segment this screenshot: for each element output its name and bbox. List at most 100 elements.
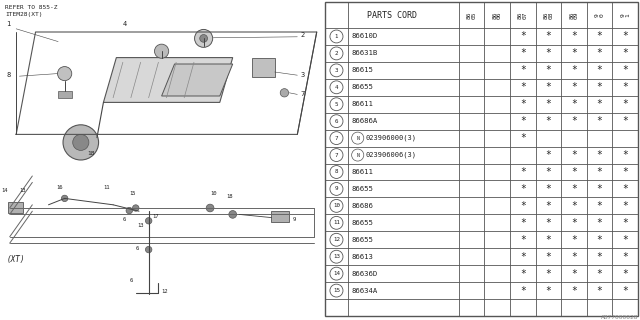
Text: *: *	[545, 184, 552, 194]
Text: 86636D: 86636D	[351, 271, 378, 277]
Circle shape	[200, 35, 207, 42]
Text: *: *	[596, 269, 602, 279]
Text: 10: 10	[210, 191, 216, 196]
Text: *: *	[571, 235, 577, 245]
Text: *: *	[520, 99, 526, 109]
Text: 17: 17	[152, 214, 159, 219]
Text: *: *	[622, 167, 628, 177]
Text: 15: 15	[333, 288, 340, 293]
Text: 14: 14	[333, 271, 340, 276]
Text: 13: 13	[333, 254, 340, 259]
Text: 7: 7	[335, 136, 338, 140]
Text: *: *	[596, 31, 602, 42]
Text: 86655: 86655	[351, 186, 374, 192]
Text: *: *	[596, 65, 602, 75]
Text: 86686: 86686	[351, 203, 374, 209]
Text: *: *	[545, 82, 552, 92]
Circle shape	[63, 125, 99, 160]
Text: *: *	[520, 133, 526, 143]
Text: *: *	[622, 150, 628, 160]
Text: 86655: 86655	[351, 237, 374, 243]
Text: (XT): (XT)	[6, 255, 25, 264]
Text: 4: 4	[123, 20, 127, 27]
Text: *: *	[545, 99, 552, 109]
Circle shape	[229, 211, 237, 218]
Bar	[271, 211, 289, 222]
Text: *: *	[571, 218, 577, 228]
Text: 13: 13	[138, 223, 144, 228]
Text: *: *	[596, 82, 602, 92]
Text: *: *	[520, 252, 526, 262]
Polygon shape	[104, 58, 233, 102]
Text: *: *	[596, 201, 602, 211]
Text: PARTS CORD: PARTS CORD	[367, 11, 417, 20]
Circle shape	[145, 246, 152, 253]
Text: *: *	[545, 65, 552, 75]
Text: *: *	[622, 31, 628, 42]
Text: *: *	[622, 99, 628, 109]
Text: *: *	[622, 269, 628, 279]
Text: 86631B: 86631B	[351, 51, 378, 56]
Text: *: *	[622, 235, 628, 245]
Text: *: *	[520, 285, 526, 296]
Text: *: *	[571, 201, 577, 211]
Text: 7: 7	[335, 153, 338, 157]
Text: *: *	[622, 252, 628, 262]
Circle shape	[206, 204, 214, 212]
Text: 7: 7	[301, 91, 305, 97]
Circle shape	[61, 195, 68, 202]
Text: *: *	[545, 167, 552, 177]
Text: 3: 3	[301, 72, 305, 78]
Circle shape	[195, 29, 212, 47]
Text: 86
08: 86 08	[543, 11, 553, 19]
Text: *: *	[596, 218, 602, 228]
Text: 18: 18	[87, 151, 95, 156]
Text: *: *	[545, 252, 552, 262]
Text: 14: 14	[2, 188, 8, 193]
Text: *: *	[520, 269, 526, 279]
Text: 5: 5	[335, 102, 338, 107]
Text: *: *	[571, 167, 577, 177]
Circle shape	[58, 67, 72, 81]
Text: *: *	[596, 285, 602, 296]
Text: *: *	[596, 167, 602, 177]
Text: 86634A: 86634A	[351, 288, 378, 293]
Text: 6: 6	[123, 217, 126, 222]
Text: *: *	[571, 65, 577, 75]
Text: *: *	[622, 184, 628, 194]
Text: *: *	[545, 48, 552, 59]
Text: *: *	[545, 201, 552, 211]
Text: 86610D: 86610D	[351, 34, 378, 39]
Circle shape	[132, 205, 139, 211]
Text: 10: 10	[333, 204, 340, 208]
Text: *: *	[571, 285, 577, 296]
Text: 86611: 86611	[351, 101, 374, 107]
Text: 8: 8	[6, 72, 11, 78]
Text: 023906006(3): 023906006(3)	[366, 152, 417, 158]
Circle shape	[145, 218, 152, 224]
Text: *: *	[520, 31, 526, 42]
Text: 11: 11	[333, 220, 340, 225]
Bar	[252, 58, 275, 77]
Text: *: *	[596, 150, 602, 160]
Text: 6: 6	[335, 119, 338, 124]
Text: 15: 15	[129, 191, 136, 196]
Text: *: *	[596, 252, 602, 262]
Polygon shape	[161, 64, 233, 96]
Text: *: *	[520, 116, 526, 126]
Text: *: *	[520, 201, 526, 211]
Text: 13: 13	[19, 188, 26, 193]
Text: *: *	[520, 65, 526, 75]
Text: 4: 4	[335, 85, 338, 90]
Text: *: *	[545, 116, 552, 126]
Text: 12: 12	[333, 237, 340, 242]
Text: *: *	[520, 82, 526, 92]
Text: *: *	[545, 269, 552, 279]
Text: 6: 6	[129, 277, 132, 283]
Text: 2: 2	[301, 32, 305, 38]
Text: 86
07: 86 07	[518, 11, 527, 19]
Text: *: *	[571, 116, 577, 126]
Text: *: *	[622, 82, 628, 92]
Text: *: *	[571, 48, 577, 59]
Text: *: *	[571, 184, 577, 194]
